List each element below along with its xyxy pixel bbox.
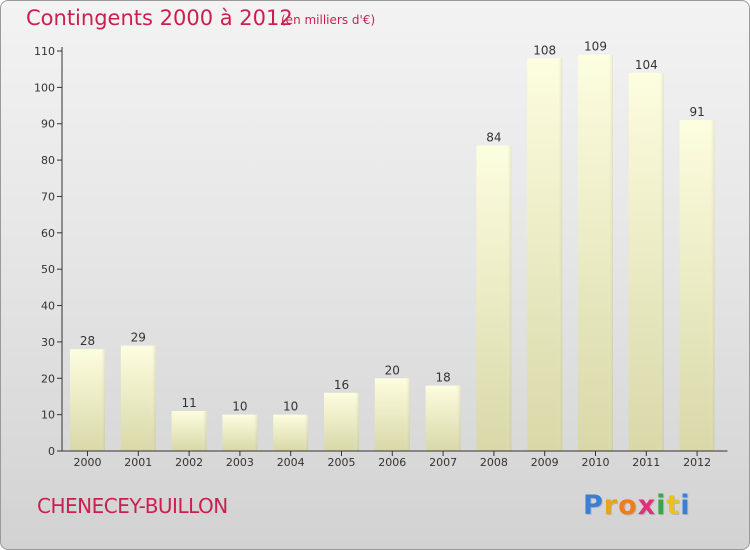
logo-letter: P	[583, 490, 604, 521]
data-label-2002: 11	[181, 396, 196, 410]
data-label-2008: 84	[486, 131, 501, 145]
data-label-2000: 28	[80, 334, 95, 348]
bars-group: 28 29 11 10 10 16 20 18 84 108 109 104 91	[70, 40, 715, 452]
data-label-2010: 109	[584, 40, 607, 54]
y-tick-label: 60	[41, 227, 55, 240]
bar-shade-2007	[425, 385, 461, 451]
data-label-2005: 16	[334, 378, 349, 392]
y-tick-label: 90	[41, 118, 55, 131]
y-tick-label: 40	[41, 300, 55, 313]
data-label-2011: 104	[635, 58, 658, 72]
y-tick-label: 50	[41, 263, 55, 276]
commune-name: CHENECEY-BUILLON	[37, 494, 228, 518]
bar-shade-2009	[527, 58, 563, 451]
bar-shade-2004	[273, 414, 309, 451]
bar-shade-2011	[628, 72, 664, 452]
y-tick-label: 100	[34, 81, 55, 94]
y-tick-label: 0	[48, 445, 55, 458]
x-tick-label-2004: 2004	[277, 456, 305, 469]
data-label-2012: 91	[689, 105, 704, 119]
chart-title: Contingents 2000 à 2012	[26, 6, 293, 30]
x-tick-label-2011: 2011	[632, 456, 660, 469]
bar-shade-2001	[120, 345, 156, 451]
proxiti-logo: Proxiti	[583, 490, 691, 521]
y-tick-label: 30	[41, 336, 55, 349]
y-tick-label: 70	[41, 190, 55, 203]
data-label-2006: 20	[385, 363, 400, 377]
bar-shade-2003	[222, 414, 258, 451]
data-label-2007: 18	[435, 371, 450, 385]
logo-letter: x	[637, 490, 657, 521]
data-label-2001: 29	[131, 331, 146, 345]
y-tick-label: 110	[34, 45, 55, 58]
logo-letter: o	[618, 490, 638, 521]
bar-shade-2000	[70, 349, 105, 451]
logo-letter: t	[666, 490, 681, 521]
y-tick-label: 80	[41, 154, 55, 167]
y-tick-label: 20	[41, 372, 55, 385]
y-tick-label: 10	[41, 409, 55, 422]
x-tick-label-2009: 2009	[531, 456, 559, 469]
axes-group: 0 10 20 30 40 50 60 70 80 90 100 110 2000 2001 2002 200…	[34, 45, 728, 469]
logo-letter: r	[603, 490, 619, 521]
bar-shade-2002	[171, 411, 207, 451]
bar-shade-2006	[374, 378, 410, 451]
bar-shade-2005	[324, 392, 359, 451]
bar-shade-2010	[578, 54, 613, 452]
chart-subtitle: (en milliers d'€)	[281, 13, 376, 27]
x-tick-label-2000: 2000	[74, 456, 102, 469]
x-tick-label-2010: 2010	[582, 456, 610, 469]
x-tick-label-2001: 2001	[124, 456, 152, 469]
x-tick-label-2006: 2006	[378, 456, 406, 469]
logo-letter: i	[680, 490, 691, 521]
x-tick-label-2005: 2005	[328, 456, 356, 469]
data-label-2004: 10	[283, 400, 298, 414]
data-label-2003: 10	[232, 400, 247, 414]
x-tick-label-2003: 2003	[226, 456, 254, 469]
x-tick-label-2007: 2007	[429, 456, 457, 469]
data-label-2009: 108	[533, 43, 556, 57]
bar-shade-2008	[476, 145, 512, 451]
x-tick-label-2012: 2012	[683, 456, 711, 469]
logo-letter: i	[656, 490, 667, 521]
x-tick-label-2002: 2002	[175, 456, 203, 469]
bar-shade-2012	[679, 120, 715, 451]
x-tick-label-2008: 2008	[480, 456, 508, 469]
